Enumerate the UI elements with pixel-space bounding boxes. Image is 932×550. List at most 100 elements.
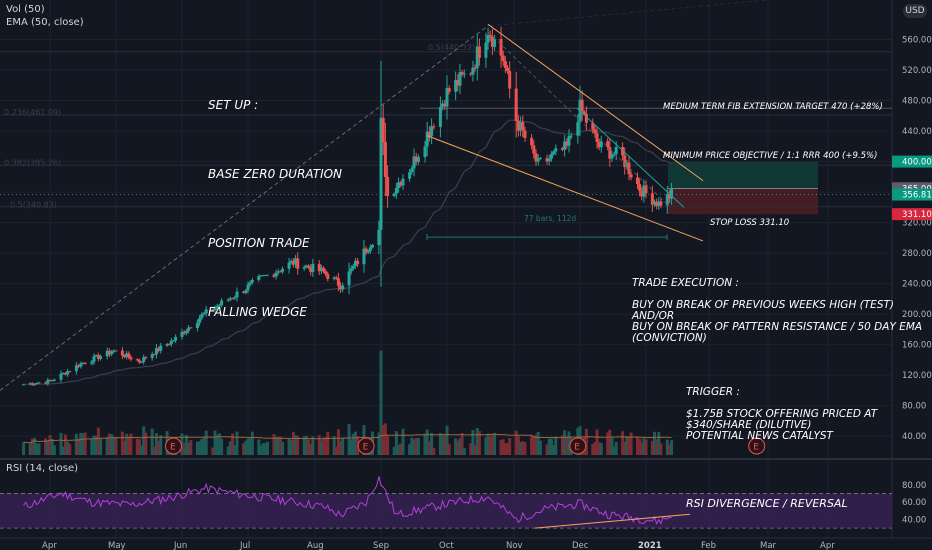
trade-execution-note: TRADE EXECUTION : BUY ON BREAK OF PREVIO… bbox=[632, 277, 923, 344]
volume-bar bbox=[538, 440, 542, 455]
candle-body bbox=[635, 177, 639, 185]
volume-bar bbox=[302, 436, 306, 455]
candle-body bbox=[281, 268, 285, 272]
volume-bar bbox=[565, 435, 569, 455]
earnings-marker-label: E bbox=[170, 443, 176, 453]
volume-bar bbox=[401, 428, 405, 455]
candle-body bbox=[289, 260, 293, 263]
volume-bar bbox=[74, 433, 78, 455]
volume-bar bbox=[228, 441, 232, 455]
candle-body bbox=[595, 133, 599, 143]
ema-indicator-label[interactable]: EMA (50, close) bbox=[6, 17, 84, 28]
candle-body bbox=[120, 350, 124, 356]
candle-body bbox=[447, 88, 451, 92]
rsi-line bbox=[23, 476, 672, 525]
candle-body bbox=[94, 355, 98, 357]
candle-body bbox=[66, 371, 70, 375]
volume-bar bbox=[456, 440, 460, 455]
candle-body bbox=[523, 130, 527, 138]
candle-body bbox=[123, 355, 127, 358]
time-axis-tick: Dec bbox=[572, 541, 589, 550]
candle-body bbox=[597, 142, 601, 148]
candle-body bbox=[278, 271, 282, 273]
candle-body bbox=[565, 141, 569, 146]
time-axis-tick: Feb bbox=[701, 541, 716, 550]
min-objective-note: MINIMUM PRICE OBJECTIVE / 1:1 RRR 400 (+… bbox=[663, 151, 878, 161]
volume-bar bbox=[244, 440, 248, 455]
candle-body bbox=[412, 156, 416, 169]
volume-bar bbox=[137, 439, 141, 455]
candle-body bbox=[608, 146, 612, 159]
candle-body bbox=[154, 348, 158, 355]
volume-bar bbox=[532, 436, 536, 455]
volume-bar bbox=[381, 424, 385, 455]
volume-bar bbox=[425, 429, 429, 455]
candle-body bbox=[242, 291, 246, 293]
price-tag bbox=[892, 208, 932, 221]
volume-bar bbox=[595, 429, 599, 455]
rsi-indicator-label[interactable]: RSI (14, close) bbox=[6, 463, 79, 474]
fib-label: 0.5(440.33) bbox=[428, 43, 475, 52]
candle-body bbox=[351, 265, 355, 269]
candle-body bbox=[334, 277, 338, 279]
candle-body bbox=[438, 106, 442, 127]
candle-body bbox=[610, 154, 614, 159]
candle-body bbox=[332, 277, 336, 280]
vol-indicator-label[interactable]: Vol (50) bbox=[6, 4, 45, 15]
candle-body bbox=[627, 162, 631, 175]
volume-bar bbox=[621, 431, 625, 455]
candle-body bbox=[169, 340, 173, 345]
candle-body bbox=[629, 174, 633, 178]
volume-bar bbox=[623, 441, 627, 455]
earnings-marker-icon bbox=[357, 437, 375, 455]
candle-body bbox=[655, 201, 659, 207]
candle-body bbox=[644, 185, 648, 194]
price-axis-tick: 80.00 bbox=[902, 402, 926, 412]
candle-body bbox=[287, 262, 291, 269]
volume-bar bbox=[182, 443, 186, 455]
volume-bar bbox=[635, 436, 639, 455]
volume-bar bbox=[501, 439, 505, 455]
volume-bar bbox=[278, 436, 282, 455]
candle-body bbox=[61, 373, 65, 375]
candle-body bbox=[28, 383, 32, 385]
price-tag-label: 356.81 bbox=[902, 191, 932, 201]
volume-bar bbox=[154, 433, 158, 455]
candle-body bbox=[246, 284, 250, 291]
candle-body bbox=[584, 113, 588, 123]
candle-body bbox=[606, 141, 610, 147]
candle-body bbox=[534, 153, 538, 162]
candle-body bbox=[77, 365, 81, 367]
candle-body bbox=[233, 297, 237, 299]
volume-bar bbox=[341, 438, 345, 455]
candle-body bbox=[399, 182, 403, 186]
candle-body bbox=[383, 142, 387, 177]
candle-body bbox=[462, 73, 466, 75]
currency-button[interactable]: USD bbox=[903, 4, 927, 18]
volume-bar bbox=[554, 436, 558, 455]
candle-body bbox=[317, 263, 321, 272]
volume-bar bbox=[657, 431, 661, 455]
volume-bar bbox=[334, 446, 338, 455]
candle-body bbox=[83, 362, 87, 364]
candle-body bbox=[30, 383, 34, 385]
volume-bar bbox=[33, 437, 37, 455]
volume-bar bbox=[96, 427, 100, 455]
price-axis-tick: 160.00 bbox=[902, 341, 932, 351]
volume-bar bbox=[79, 432, 83, 455]
volume-bar bbox=[123, 440, 127, 455]
volume-bar bbox=[311, 436, 315, 455]
fib-label: 0.236(461.09) bbox=[4, 108, 61, 117]
candle-body bbox=[488, 34, 492, 37]
volume-bar bbox=[447, 444, 451, 455]
volume-bar bbox=[189, 440, 193, 455]
candle-body bbox=[653, 201, 657, 205]
wedge-support-line bbox=[426, 135, 704, 242]
volume-bar bbox=[92, 435, 96, 455]
candle-body bbox=[650, 193, 654, 205]
time-axis-tick: Aug bbox=[307, 541, 324, 550]
time-axis-tick: Apr bbox=[42, 541, 57, 550]
candle-body bbox=[554, 148, 558, 152]
volume-bar bbox=[614, 441, 618, 455]
